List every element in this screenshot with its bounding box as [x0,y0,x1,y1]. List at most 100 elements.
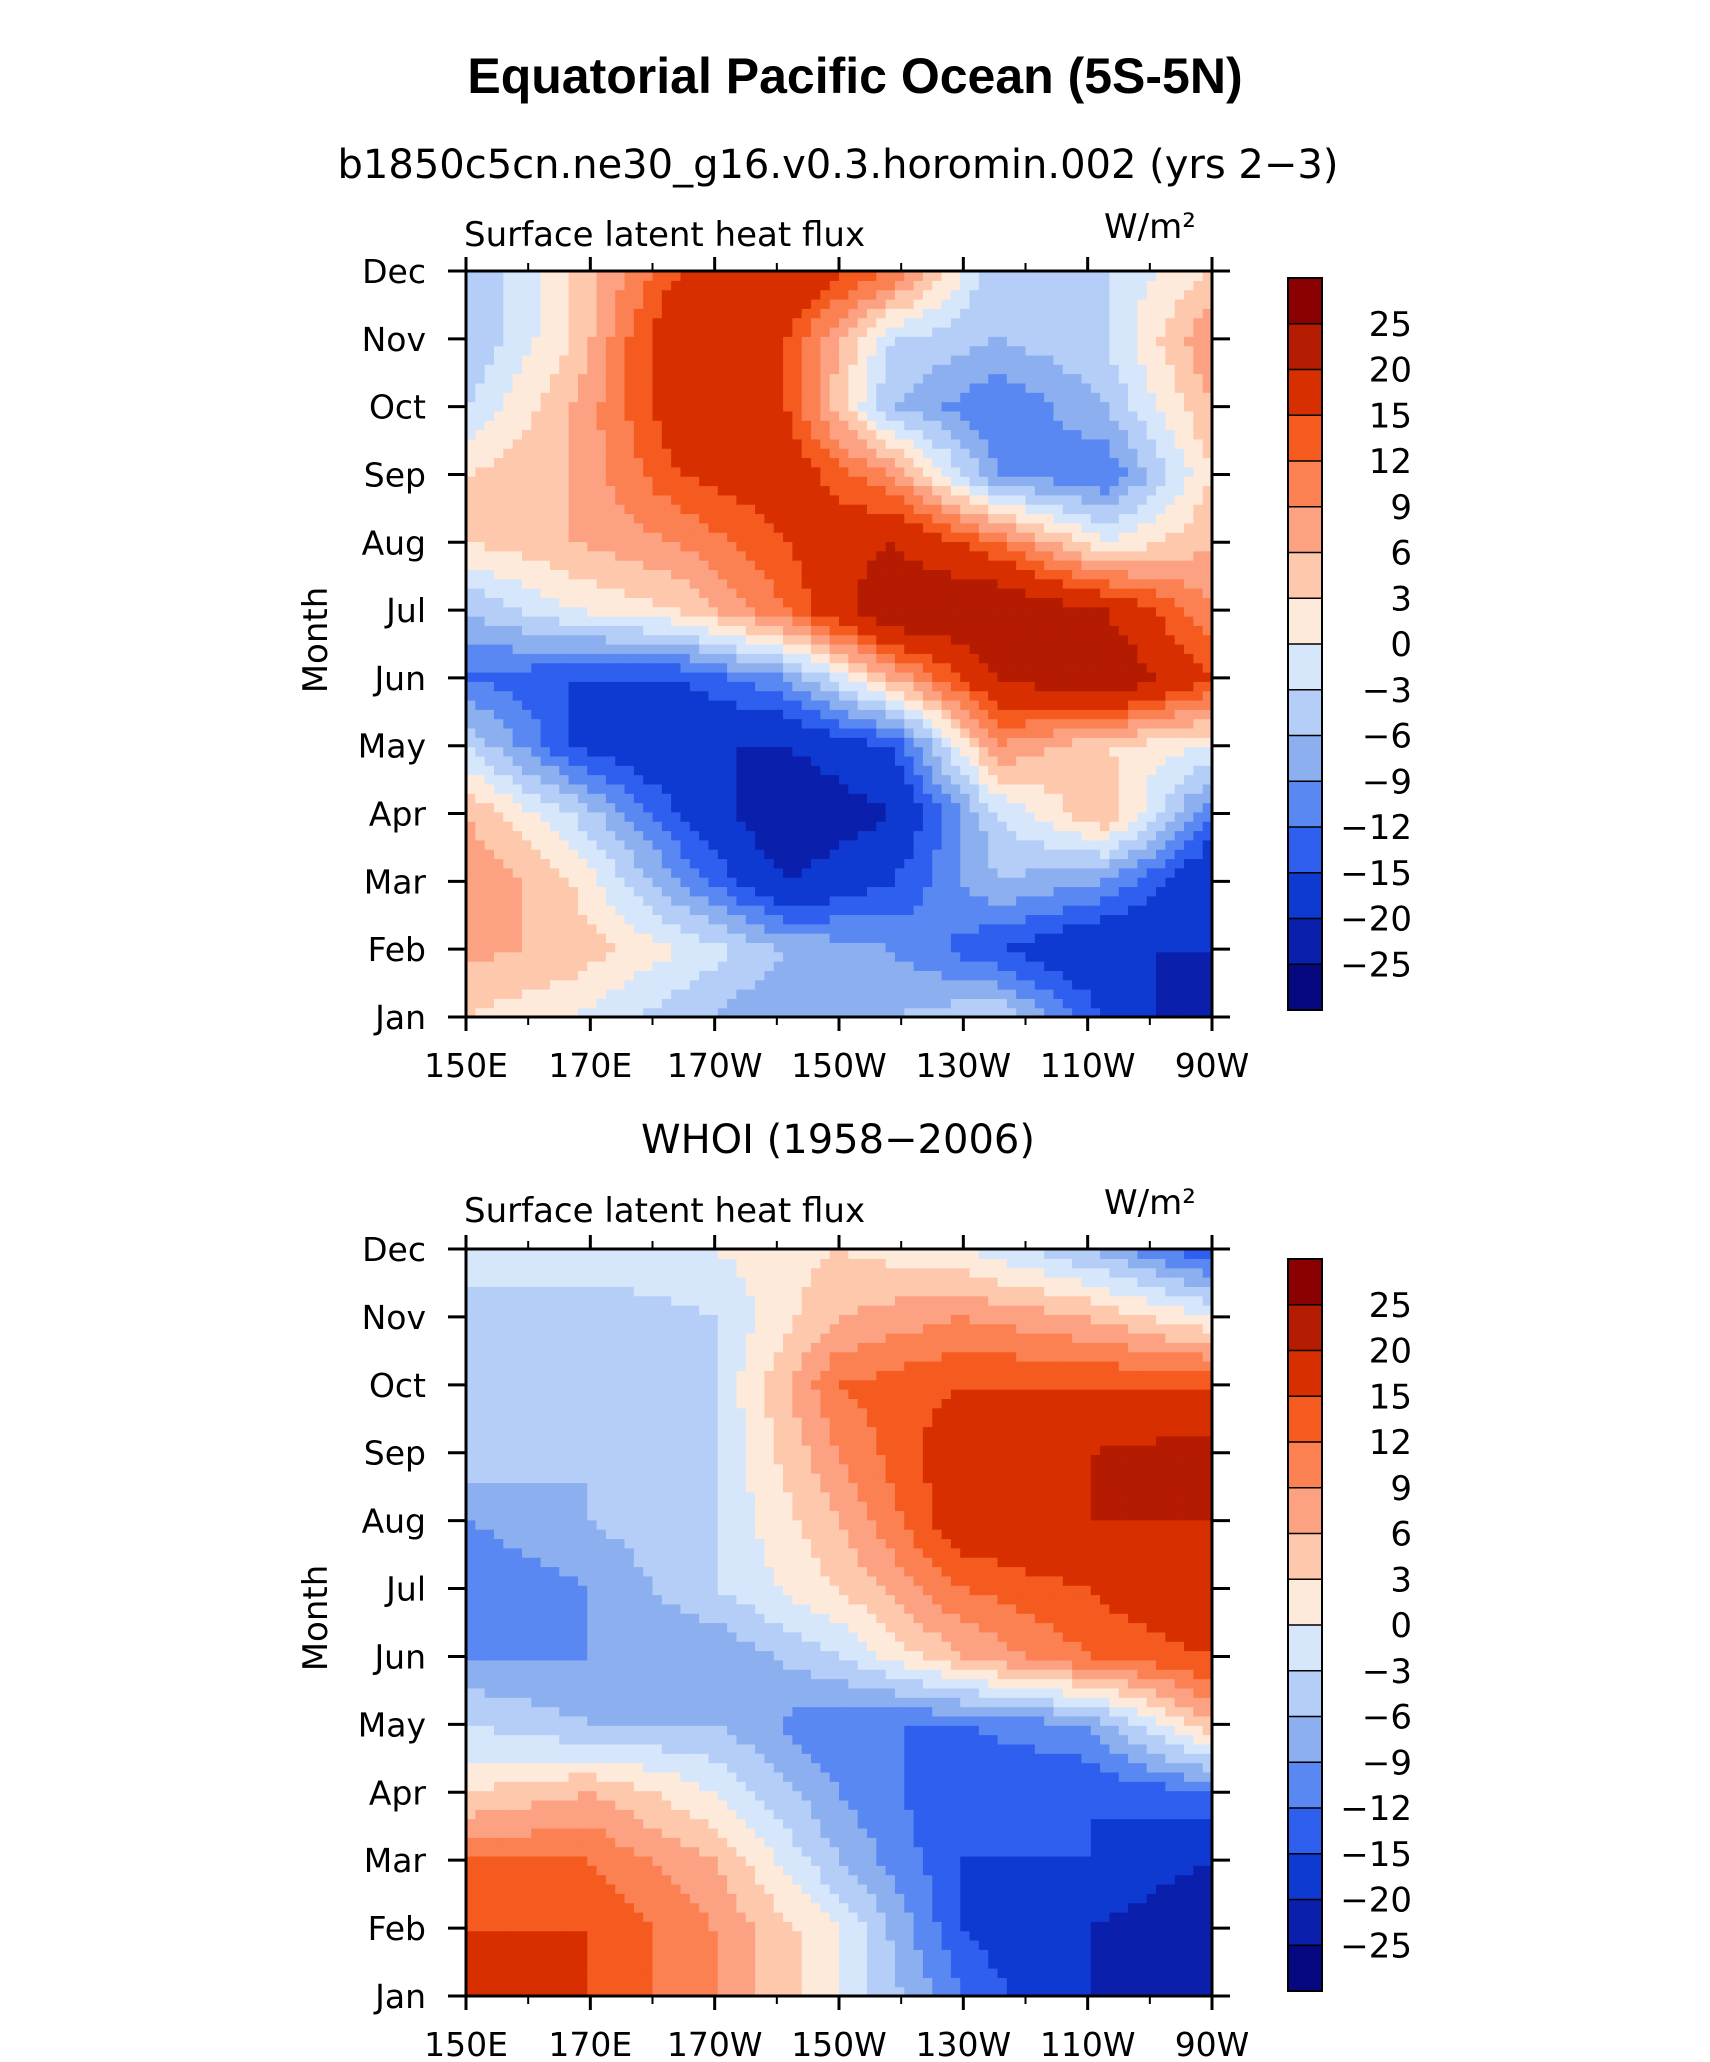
heatmap-cell [568,783,579,794]
heatmap-cell [857,755,868,766]
heatmap-cell [466,466,476,477]
heatmap-cell [466,998,476,1009]
heatmap-cell [736,867,747,878]
heatmap-cell [1174,616,1185,626]
heatmap-cell [708,886,719,897]
heatmap-cell [1090,560,1101,570]
heatmap-cell [1146,737,1157,748]
heatmap-cell [727,653,738,664]
heatmap-cell [811,1007,821,1018]
heatmap-cell [745,532,756,543]
heatmap-cell [978,569,989,580]
heatmap-cell [783,457,793,468]
heatmap-cell [1202,793,1213,804]
heatmap-cell [792,671,803,682]
heatmap-cell [978,989,989,999]
heatmap-cell [531,662,542,673]
heatmap-cell [531,476,542,487]
heatmap-cell [1137,671,1148,682]
heatmap-cell [633,783,644,794]
heatmap-cell [885,923,896,934]
heatmap-cell [904,606,915,617]
heatmap-cell [876,606,887,617]
heatmap-cell [913,438,924,449]
heatmap-cell [596,578,607,589]
heatmap-cell [876,541,887,552]
heatmap-cell [493,895,504,906]
heatmap-cell [717,448,728,459]
heatmap-cell [857,979,868,990]
heatmap-cell [605,671,616,682]
heatmap-cell [922,448,933,459]
heatmap-cell [699,606,710,617]
heatmap-cell [783,504,793,515]
heatmap-cell [829,699,840,710]
heatmap-cell [1006,699,1017,710]
heatmap-cell [689,746,700,757]
heatmap-cell [1174,448,1185,459]
heatmap-cell [596,886,607,897]
heatmap-cell [587,606,598,617]
heatmap-cell [568,429,579,440]
heatmap-cell [652,979,663,990]
heatmap-cell [1081,802,1092,813]
heatmap-cell [1193,951,1204,962]
heatmap-cell [997,671,1008,682]
heatmap-cell [689,522,700,533]
heatmap-cell [531,616,542,626]
heatmap-cell [932,560,943,570]
heatmap-cell [1156,494,1166,505]
heatmap-cell [997,895,1008,906]
heatmap-cell [969,476,980,487]
heatmap-cell [652,699,663,710]
heatmap-cell [829,830,840,841]
heatmap-cell [671,625,682,636]
heatmap-cell [755,793,765,804]
heatmap-cell [493,588,504,598]
heatmap-cell [661,522,672,533]
heatmap-cell [1062,476,1073,487]
heatmap-cell [531,727,542,738]
heatmap-cell [801,671,812,682]
heatmap-cell [932,914,943,925]
heatmap-cell [475,961,486,971]
heatmap-cell [1072,886,1083,897]
heatmap-cell [866,560,877,570]
heatmap-cell [811,718,821,729]
heatmap-cell [960,662,971,673]
heatmap-cell [978,1007,989,1018]
heatmap-cell [699,821,710,832]
heatmap-cell [801,989,812,999]
heatmap-cell [475,504,486,515]
heatmap-cell [801,867,812,878]
heatmap-cell [848,942,859,953]
heatmap-cell [1053,970,1064,981]
heatmap-cell [605,877,616,888]
heatmap-cell [661,606,672,617]
heatmap-cell [1025,961,1036,971]
heatmap-cell [475,513,486,524]
heatmap-cell [689,737,700,748]
heatmap-cell [577,867,588,878]
heatmap-cell [1109,466,1120,477]
heatmap-cell [941,709,952,720]
heatmap-cell [922,597,933,608]
heatmap-cell [1137,727,1148,738]
heatmap-cell [1109,727,1120,738]
heatmap-cell [1156,718,1166,729]
heatmap-cell [988,923,999,934]
heatmap-cell [913,569,924,580]
heatmap-cell [466,662,476,673]
heatmap-cell [848,504,859,515]
heatmap-cell [596,550,607,561]
heatmap-cell [1118,466,1129,477]
heatmap-cell [792,588,803,598]
heatmap-cell [521,457,532,468]
heatmap-cell [1025,588,1036,598]
heatmap-cell [559,476,570,487]
heatmap-cell [820,681,831,692]
heatmap-cell [1165,942,1176,953]
heatmap-cell [727,951,738,962]
heatmap-cell [1081,886,1092,897]
heatmap-cell [1146,448,1157,459]
